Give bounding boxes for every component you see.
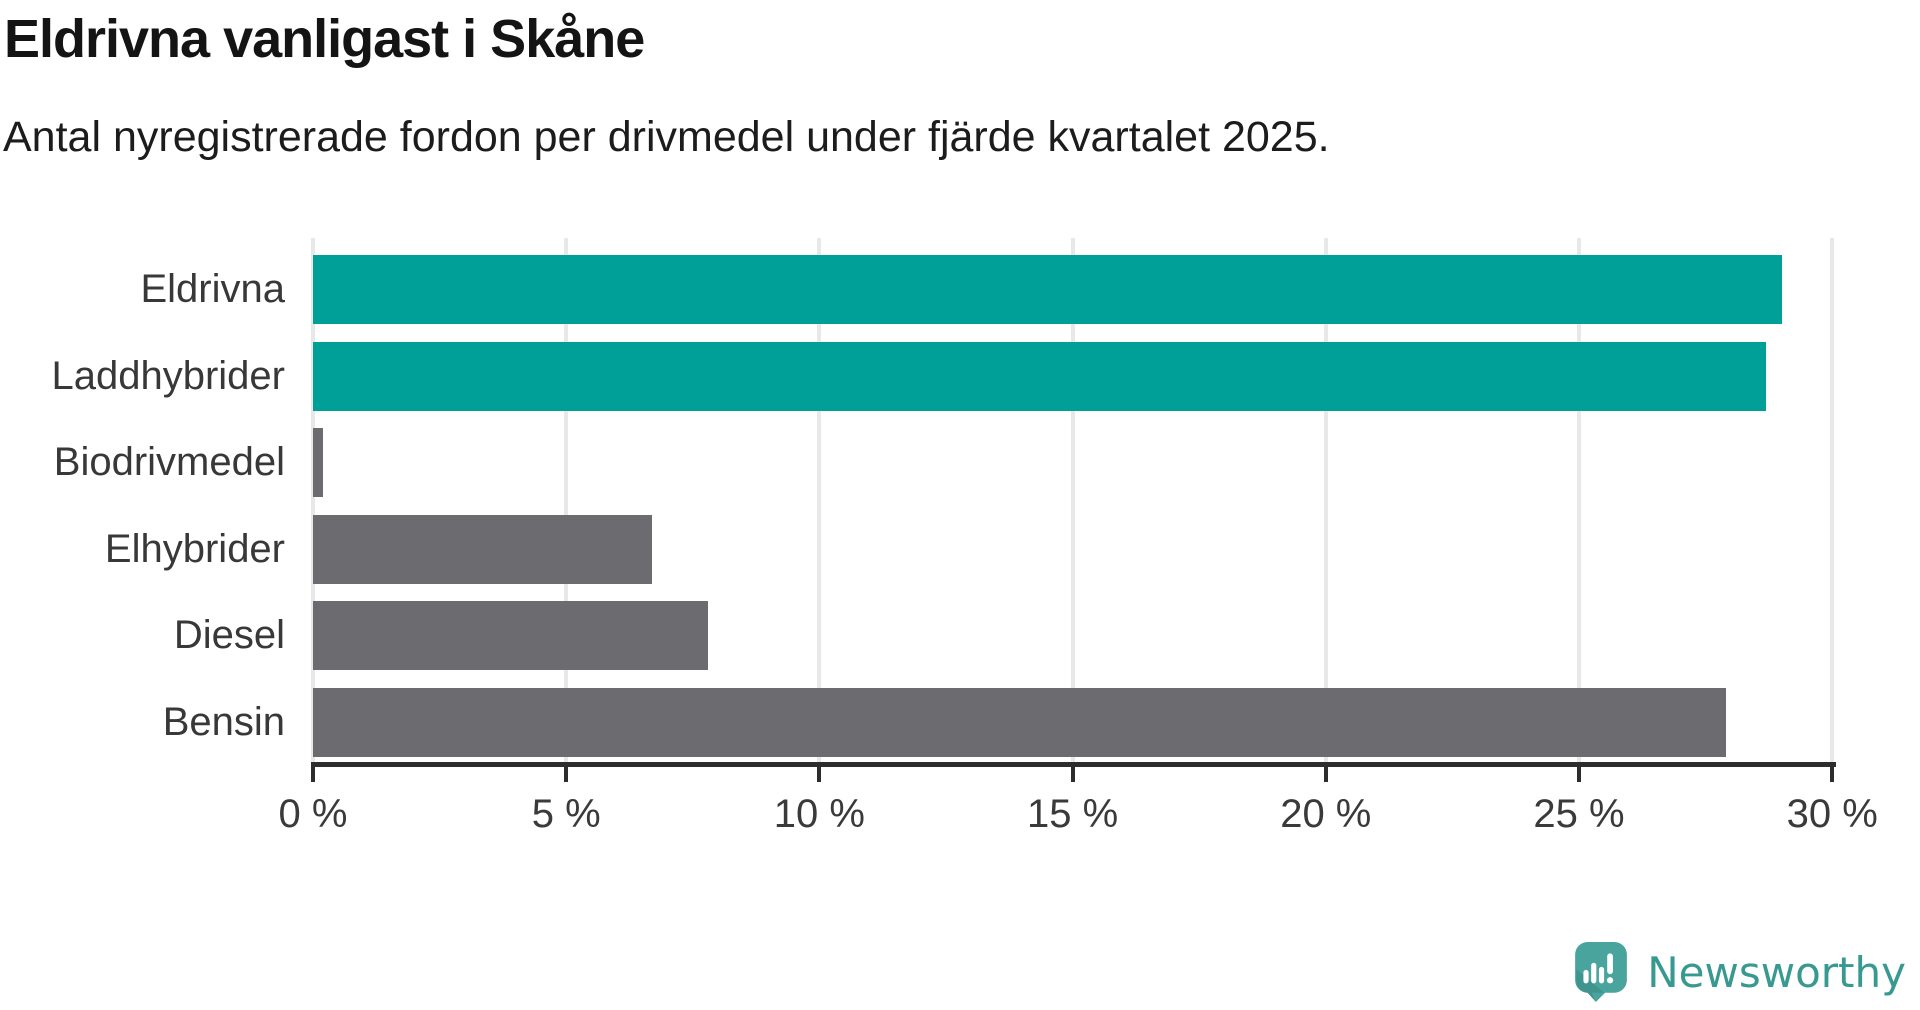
gridline [817, 238, 822, 762]
x-axis-tick [817, 767, 822, 782]
x-axis-tick-label: 25 % [1533, 792, 1625, 836]
category-label: Biodrivmedel [53, 440, 285, 485]
bar-biodrivmedel [313, 428, 324, 498]
gridline [311, 238, 315, 762]
newsworthy-bar-chart-bubble-icon [1575, 942, 1628, 1002]
gridline [1323, 238, 1328, 762]
x-axis-tick [564, 767, 569, 782]
gridline [564, 238, 569, 762]
category-label: Bensin [162, 700, 285, 744]
gridline [1577, 238, 1581, 762]
bar-eldrivna [313, 255, 1782, 324]
x-axis-tick-label: 30 % [1786, 792, 1878, 836]
x-axis-tick-label: 10 % [773, 792, 865, 836]
x-axis-tick [1830, 767, 1835, 782]
x-axis-tick [1323, 767, 1328, 782]
brand-logo: Newsworthy [1575, 942, 1906, 1002]
page-title: Eldrivna vanligast i Skåne [4, 9, 645, 69]
x-axis-tick-label: 20 % [1280, 792, 1372, 836]
gridline [1830, 238, 1835, 762]
brand-name: Newsworthy [1647, 947, 1906, 997]
bar-bensin [313, 688, 1726, 757]
x-axis-line [311, 762, 1836, 767]
category-label: Laddhybrider [51, 353, 286, 398]
x-axis-tick [1070, 767, 1075, 782]
x-axis-tick [311, 767, 315, 782]
bar-elhybrider [313, 514, 653, 584]
x-axis-tick-label: 0 % [278, 792, 348, 836]
category-label: Diesel [173, 613, 285, 658]
bar-diesel [313, 601, 708, 671]
x-axis-tick-label: 5 % [531, 792, 601, 836]
x-axis-tick [1577, 767, 1581, 782]
gridline [1070, 238, 1075, 762]
x-axis-tick-label: 15 % [1027, 792, 1119, 836]
category-label: Elhybrider [104, 526, 285, 571]
page-subtitle: Antal nyregistrerade fordon per drivmede… [3, 113, 1330, 161]
bar-laddhybrider [313, 341, 1767, 411]
category-label: Eldrivna [140, 267, 285, 311]
